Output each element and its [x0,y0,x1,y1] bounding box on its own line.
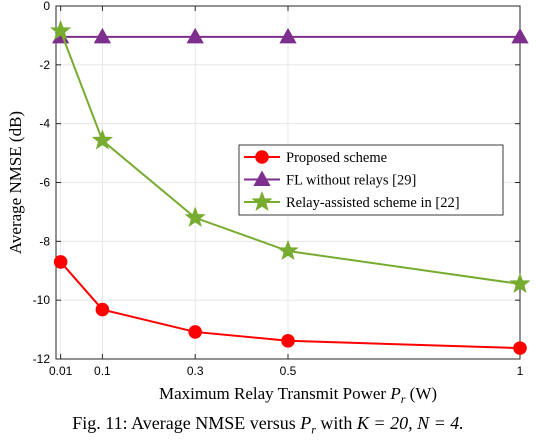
y-tick-label: -4 [39,117,50,131]
x-tick-label: 0.1 [94,364,111,378]
legend-marker-circle [255,150,269,164]
x-tick-label: 1 [517,364,524,378]
legend-marker-star [251,190,273,212]
data-point-circle [188,325,202,339]
y-tick-label: -12 [33,352,51,366]
caption-var: Pr [300,413,316,437]
x-tick-label: 0.01 [49,364,73,378]
legend-label: Relay-assisted scheme in [22] [286,195,460,211]
data-point-triangle [279,27,297,44]
data-point-circle [513,341,527,355]
y-axis-label: Average NMSE (dB) [6,111,25,254]
y-tick-label: 0 [43,0,50,13]
legend-label: FL without relays [29] [286,173,416,189]
figure-caption: Fig. 11: Average NMSE versus Pr with K =… [0,413,536,438]
caption-prefix: Fig. 11: Average NMSE versus [72,413,296,433]
y-tick-label: -10 [33,293,51,307]
legend-marker-triangle [253,170,271,186]
legend-box [238,144,504,216]
data-point-star [50,19,72,41]
data-point-circle [53,255,68,269]
x-axis-label: Maximum Relay Transmit Power Pr (W) [159,384,437,406]
data-point-triangle [186,27,204,44]
data-point-triangle [511,27,529,44]
legend-label: Proposed scheme [286,150,387,166]
y-tick-label: -6 [39,176,50,190]
data-point-star [277,239,299,261]
data-point-circle [281,333,295,348]
data-point-star [184,206,206,227]
y-tick-label: -2 [39,58,50,72]
caption-cond: K = 20, N = 4. [356,413,464,433]
data-point-star [91,129,113,150]
x-tick-label: 0.3 [187,364,204,378]
data-point-circle [95,302,110,317]
caption-middle: with [320,413,353,433]
x-tick-label: 0.5 [280,364,297,378]
data-point-star [509,272,531,294]
y-tick-label: -8 [39,234,50,248]
data-point-triangle [93,27,112,44]
